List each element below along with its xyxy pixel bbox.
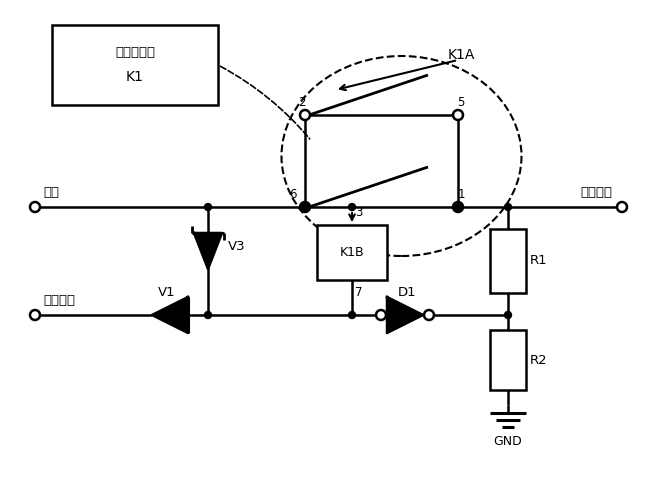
Text: 2: 2	[299, 96, 306, 110]
Circle shape	[453, 110, 463, 120]
Circle shape	[617, 202, 627, 212]
Circle shape	[376, 310, 386, 320]
Text: 6: 6	[289, 188, 297, 202]
Text: D1: D1	[398, 286, 416, 300]
Text: 电磁继电器: 电磁继电器	[115, 46, 155, 60]
Text: 3: 3	[355, 206, 362, 220]
Circle shape	[504, 204, 512, 210]
Polygon shape	[387, 297, 423, 333]
Text: K1: K1	[126, 70, 144, 84]
Text: V3: V3	[228, 240, 246, 252]
Circle shape	[205, 204, 211, 210]
Text: 7: 7	[355, 286, 363, 298]
Circle shape	[348, 312, 355, 318]
Text: GND: GND	[494, 435, 522, 448]
Bar	[52, 25, 218, 105]
Circle shape	[30, 310, 40, 320]
Polygon shape	[194, 233, 222, 269]
Text: K1A: K1A	[448, 48, 475, 62]
Circle shape	[348, 204, 355, 210]
Bar	[490, 229, 526, 293]
Text: 5: 5	[457, 96, 465, 110]
Circle shape	[455, 204, 461, 210]
Bar	[490, 330, 526, 390]
Circle shape	[300, 202, 310, 212]
Circle shape	[300, 110, 310, 120]
Circle shape	[424, 310, 434, 320]
Text: K1B: K1B	[340, 246, 364, 259]
Text: R1: R1	[530, 254, 547, 268]
Text: 电源输出: 电源输出	[580, 186, 612, 200]
Circle shape	[453, 202, 463, 212]
Circle shape	[504, 312, 512, 318]
Text: 电源: 电源	[43, 186, 59, 200]
Circle shape	[301, 204, 308, 210]
Circle shape	[30, 202, 40, 212]
Bar	[317, 225, 387, 280]
Text: V1: V1	[158, 286, 176, 300]
Text: R2: R2	[530, 354, 547, 366]
Polygon shape	[152, 297, 188, 333]
Text: 1: 1	[457, 188, 465, 202]
Circle shape	[205, 312, 211, 318]
Text: 控制信号: 控制信号	[43, 294, 75, 308]
